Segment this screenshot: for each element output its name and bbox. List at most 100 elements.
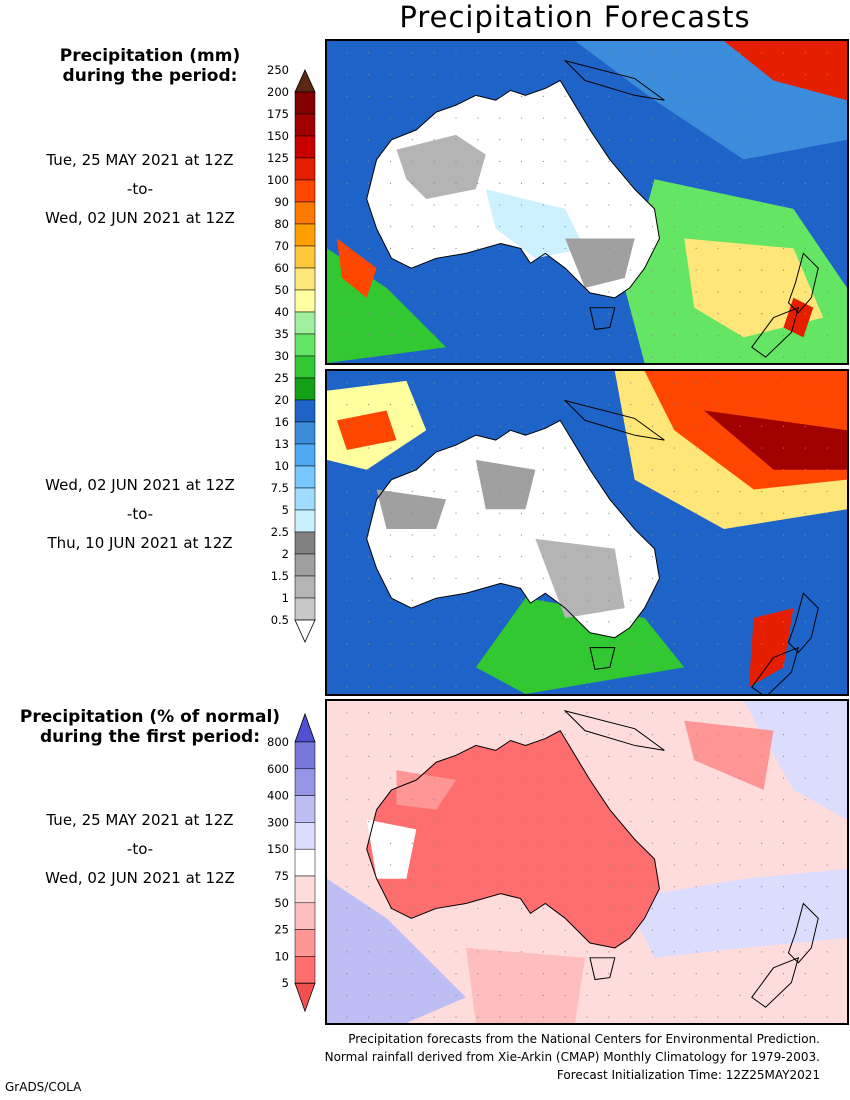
map-graticule-dot bbox=[739, 269, 741, 271]
map-graticule-dot bbox=[717, 447, 719, 449]
map-graticule-dot bbox=[368, 52, 370, 54]
map-graticule-dot bbox=[542, 643, 544, 645]
map-graticule-dot bbox=[826, 247, 828, 250]
map-graticule-dot bbox=[433, 643, 435, 645]
map-graticule-dot bbox=[477, 139, 479, 141]
below-normal-patch bbox=[684, 720, 774, 790]
map-graticule-dot bbox=[542, 820, 544, 823]
map-graticule-dot bbox=[368, 886, 370, 888]
light-precip-patch bbox=[396, 134, 486, 200]
map-graticule-dot bbox=[630, 334, 632, 336]
map-graticule-dot bbox=[673, 907, 675, 910]
map-graticule-dot bbox=[630, 247, 632, 250]
map-graticule-dot bbox=[673, 842, 675, 844]
map-graticule-dot bbox=[608, 951, 610, 953]
map-graticule-dot bbox=[804, 534, 806, 536]
map-graticule-dot bbox=[411, 755, 413, 757]
map-graticule-dot bbox=[673, 73, 675, 76]
map-graticule-dot bbox=[499, 599, 501, 601]
map-graticule-dot bbox=[717, 269, 719, 271]
map-graticule-dot bbox=[717, 160, 719, 163]
map-graticule-dot bbox=[542, 799, 544, 801]
map-graticule-dot bbox=[542, 864, 544, 866]
map-graticule-dot bbox=[630, 269, 632, 271]
map-graticule-dot bbox=[608, 269, 610, 271]
map-graticule-dot bbox=[739, 577, 741, 580]
map-graticule-dot bbox=[826, 733, 828, 736]
map-graticule-dot bbox=[739, 777, 741, 779]
map-graticule-dot bbox=[695, 886, 697, 888]
map-graticule-dot bbox=[695, 755, 697, 757]
map-graticule-dot bbox=[630, 313, 632, 315]
map-graticule-dot bbox=[499, 490, 501, 493]
map-graticule-dot bbox=[761, 951, 763, 953]
map-graticule-dot bbox=[499, 356, 501, 358]
map-graticule-dot bbox=[346, 182, 348, 184]
map-graticule-dot bbox=[346, 469, 348, 471]
map-graticule-dot bbox=[411, 556, 413, 558]
map-graticule-dot bbox=[389, 621, 392, 623]
map-graticule-dot bbox=[782, 799, 785, 801]
map-graticule-dot bbox=[411, 447, 413, 449]
map-graticule-dot bbox=[673, 712, 675, 714]
map-graticule-dot bbox=[455, 842, 457, 844]
map-graticule-dot bbox=[717, 820, 719, 823]
map-graticule-dot bbox=[368, 247, 370, 250]
pct-colorbar-tick-label: 5 bbox=[282, 976, 289, 990]
map-graticule-dot bbox=[564, 356, 566, 358]
map-graticule-dot bbox=[673, 820, 675, 823]
map-graticule-dot bbox=[477, 73, 479, 76]
period-3-end: Wed, 02 JUN 2021 at 12Z bbox=[45, 869, 235, 887]
map-graticule-dot bbox=[608, 799, 610, 801]
map-graticule-dot bbox=[651, 755, 654, 757]
map-graticule-dot bbox=[739, 907, 741, 910]
map-graticule-dot bbox=[520, 356, 523, 358]
map-graticule-dot bbox=[433, 291, 435, 293]
map-graticule-dot bbox=[346, 52, 348, 54]
map-graticule-dot bbox=[499, 951, 501, 953]
above-normal-band bbox=[327, 878, 466, 1023]
map-graticule-dot bbox=[804, 447, 806, 449]
map-graticule-dot bbox=[542, 1016, 544, 1018]
map-graticule-dot bbox=[520, 490, 523, 493]
map-graticule-dot bbox=[739, 247, 741, 250]
map-graticule-dot bbox=[608, 334, 610, 336]
map-graticule-dot bbox=[673, 356, 675, 358]
map-graticule-dot bbox=[564, 929, 566, 931]
map-graticule-dot bbox=[542, 755, 544, 757]
map-graticule-dot bbox=[499, 73, 501, 76]
map-graticule-dot bbox=[695, 621, 697, 623]
map-graticule-dot bbox=[608, 313, 610, 315]
mm-colorbar-swatch bbox=[294, 179, 316, 203]
map-graticule-dot bbox=[477, 226, 479, 228]
map-graticule-dot bbox=[651, 226, 654, 228]
australia-coastline bbox=[366, 79, 660, 299]
mm-colorbar-tick-label: 1 bbox=[282, 591, 289, 605]
map-graticule-dot bbox=[739, 490, 741, 493]
map-graticule-dot bbox=[695, 777, 697, 779]
map-graticule-dot bbox=[739, 447, 741, 449]
map-graticule-dot bbox=[346, 886, 348, 888]
map-graticule-dot bbox=[520, 973, 523, 975]
map-graticule-dot bbox=[346, 733, 348, 736]
map-graticule-dot bbox=[782, 577, 785, 580]
map-graticule-dot bbox=[542, 621, 544, 623]
map-graticule-dot bbox=[346, 755, 348, 757]
map-graticule-dot bbox=[695, 712, 697, 714]
map-graticule-dot bbox=[346, 864, 348, 866]
map-graticule-dot bbox=[455, 664, 457, 666]
map-graticule-dot bbox=[542, 334, 544, 336]
light-precip-patch bbox=[475, 459, 536, 510]
map-graticule-dot bbox=[782, 204, 785, 206]
map-graticule-dot bbox=[717, 755, 719, 757]
map-graticule-dot bbox=[826, 356, 828, 358]
map-graticule-dot bbox=[389, 95, 392, 97]
map-graticule-dot bbox=[630, 512, 632, 514]
map-graticule-dot bbox=[717, 403, 719, 406]
map-graticule-dot bbox=[695, 842, 697, 844]
map-graticule-dot bbox=[695, 1016, 697, 1018]
map-graticule-dot bbox=[804, 951, 806, 953]
mm-colorbar-tick-label: 10 bbox=[274, 459, 289, 473]
map-graticule-dot bbox=[608, 755, 610, 757]
map-graticule-dot bbox=[586, 182, 588, 184]
